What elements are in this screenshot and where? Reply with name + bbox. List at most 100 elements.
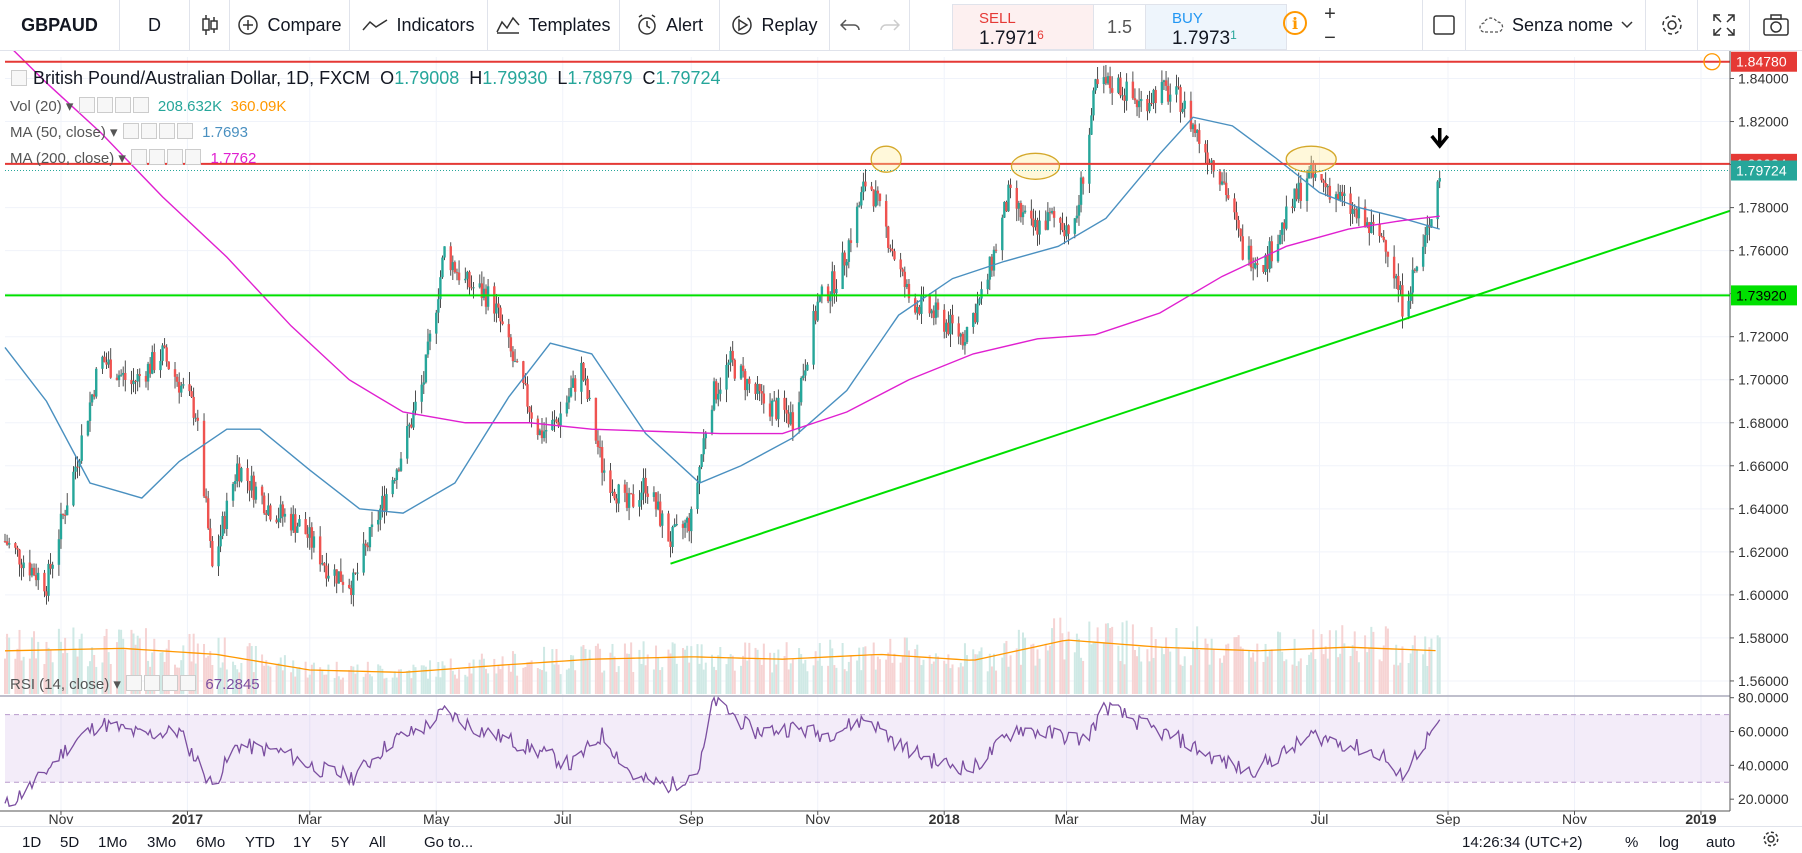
time-tick-label: 2018 (929, 811, 960, 826)
alert-button[interactable]: Alert (620, 0, 720, 50)
volume-bar (1165, 637, 1168, 694)
snapshot-button[interactable] (1750, 0, 1802, 50)
range-3mo[interactable]: 3Mo (147, 834, 177, 851)
volume-bar (928, 655, 931, 694)
volume-legend: Vol (20) ▾ 208.632K 360.09K (10, 97, 287, 115)
volume-bar (704, 662, 707, 694)
plus-icon[interactable] (114, 97, 131, 113)
undo-button[interactable] (830, 0, 870, 50)
range-1y[interactable]: 1Y (293, 834, 312, 851)
eye-icon[interactable] (131, 149, 148, 165)
symbol-search[interactable]: GBPAUD (0, 0, 120, 50)
fullscreen-button[interactable] (1698, 0, 1750, 50)
range-1d[interactable]: 1D (22, 834, 42, 851)
volume-bar (659, 670, 662, 694)
eye-icon[interactable] (122, 123, 139, 139)
volume-bar (872, 642, 875, 694)
volume-bar (1102, 642, 1105, 694)
buy-button[interactable]: BUY 1.79731 (1145, 4, 1287, 50)
replay-button[interactable]: Replay (720, 0, 830, 50)
settings-icon[interactable] (96, 97, 113, 113)
candle-body (511, 351, 515, 362)
candle-body (870, 186, 873, 190)
range-6mo[interactable]: 6Mo (196, 834, 226, 851)
volume-bar (1181, 665, 1184, 694)
close-icon[interactable] (185, 149, 202, 165)
volume-bar (57, 628, 60, 694)
chart-style-button[interactable] (190, 0, 230, 50)
volume-bar (887, 652, 890, 694)
range-ytd[interactable]: YTD (245, 834, 275, 851)
info-icon[interactable]: i (1283, 11, 1307, 35)
candle-body (528, 406, 531, 413)
volume-bar (1015, 648, 1018, 694)
quantity-minus-button[interactable]: − (1324, 27, 1336, 49)
volume-bar (688, 662, 691, 694)
indicators-button[interactable]: Indicators (350, 0, 488, 50)
volume-bar (1281, 651, 1284, 694)
volume-bar (644, 665, 647, 694)
plus-icon[interactable] (158, 123, 175, 139)
settings-icon[interactable] (144, 675, 161, 691)
interval-button[interactable]: D (120, 0, 190, 50)
volume-bar (615, 672, 618, 694)
close-icon[interactable] (176, 123, 193, 139)
range-1mo[interactable]: 1Mo (98, 834, 128, 851)
candle-body (262, 495, 266, 514)
candle-body (652, 492, 656, 497)
candle-body (714, 381, 718, 400)
collapse-legend-button[interactable] (11, 70, 27, 86)
close-icon[interactable] (180, 675, 197, 691)
volume-bar (325, 674, 328, 694)
log-toggle[interactable]: log (1659, 834, 1680, 851)
candle-body (669, 541, 672, 547)
volume-bar (464, 674, 467, 694)
sell-button[interactable]: SELL 1.79716 (952, 4, 1094, 50)
candle-body (1092, 90, 1095, 116)
candle-body (951, 314, 954, 324)
volume-bar (1096, 627, 1099, 694)
volume-bar (455, 678, 458, 694)
candle-body (598, 446, 602, 448)
candle-body (356, 572, 359, 574)
compare-button[interactable]: Compare (230, 0, 350, 50)
close-icon[interactable] (132, 97, 149, 113)
volume-bar (789, 663, 792, 694)
settings-icon[interactable] (149, 149, 166, 165)
volume-bar (1237, 635, 1240, 694)
quantity-plus-button[interactable]: + (1324, 3, 1336, 25)
price-chart[interactable]: 1.840001.820001.800001.780001.760001.740… (0, 51, 1802, 826)
plus-icon[interactable] (167, 149, 184, 165)
goto-button[interactable]: Go to... (424, 834, 474, 851)
settings-button[interactable] (1646, 0, 1698, 50)
redo-button[interactable] (870, 0, 910, 50)
volume-bar (420, 665, 423, 694)
candle-body (1177, 86, 1180, 88)
range-5y[interactable]: 5Y (331, 834, 350, 851)
candle-body (930, 310, 933, 314)
candle-body (972, 312, 975, 327)
candle-body (1312, 164, 1315, 178)
candle-body (943, 309, 946, 332)
eye-icon[interactable] (126, 675, 143, 691)
auto-toggle[interactable]: auto (1706, 834, 1736, 851)
range-all[interactable]: All (369, 834, 386, 851)
chart-settings-button[interactable] (1762, 830, 1780, 852)
templates-button[interactable]: Templates (488, 0, 620, 50)
candle-body (379, 508, 382, 520)
volume-bar (1266, 656, 1269, 694)
candle-body (192, 396, 195, 418)
plus-icon[interactable] (162, 675, 179, 691)
layout-name-button[interactable]: Senza nome (1466, 0, 1646, 50)
volume-bar (443, 665, 446, 694)
candle-body (1044, 220, 1048, 230)
candle-body (1334, 194, 1338, 200)
range-5d[interactable]: 5D (60, 834, 80, 851)
time-tick-label: Nov (1562, 811, 1587, 826)
eye-icon[interactable] (78, 97, 95, 113)
settings-icon[interactable] (140, 123, 157, 139)
candle-body (439, 277, 442, 300)
layout-button[interactable] (1422, 0, 1466, 50)
candle-body (49, 563, 52, 569)
percent-toggle[interactable]: % (1625, 834, 1639, 851)
